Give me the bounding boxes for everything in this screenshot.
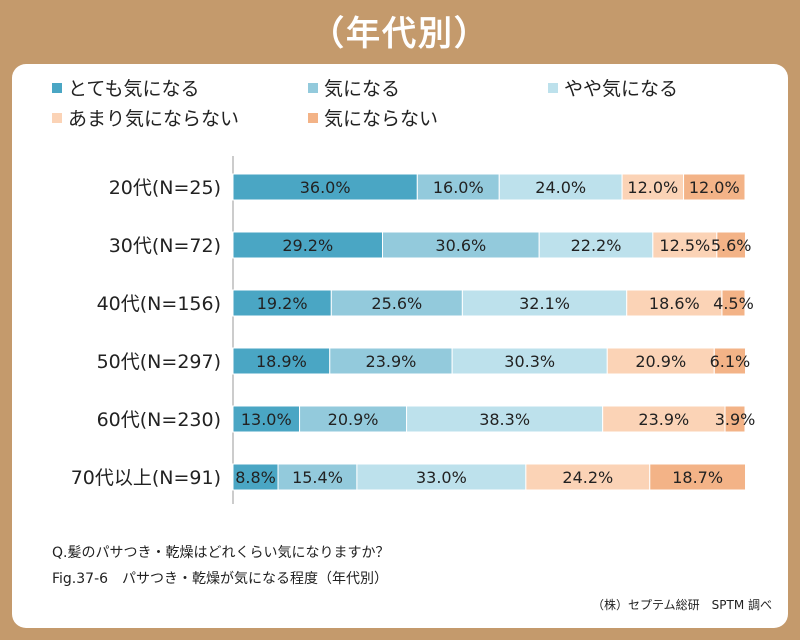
- data-label: 4.5%: [713, 294, 754, 313]
- category-label: 20代(N=25): [109, 177, 221, 199]
- data-label: 29.2%: [282, 236, 333, 255]
- bar-segment: [232, 463, 279, 491]
- data-label: 38.3%: [479, 410, 530, 429]
- legend-label: 気になる: [324, 78, 401, 100]
- bar-chart: 20代(N=25) 36.0% 16.0% 24.0% 12.0% 12.0% 30代(N=…: [71, 156, 756, 504]
- bar-segment: [461, 289, 628, 317]
- bar-segment: [713, 347, 747, 375]
- bar-segment: [406, 405, 604, 433]
- bar-segment: [626, 289, 723, 317]
- bar-segment: [232, 289, 332, 317]
- data-label: 30.3%: [504, 352, 555, 371]
- category-label: 50代(N=297): [97, 351, 221, 373]
- bar-segment: [621, 173, 685, 201]
- category-label: 40代(N=156): [97, 293, 221, 315]
- bar-segment: [382, 231, 540, 259]
- data-label: 12.0%: [627, 178, 678, 197]
- legend-swatch: [308, 82, 318, 93]
- data-label: 13.0%: [241, 410, 292, 429]
- data-label: 12.0%: [689, 178, 740, 197]
- legend-label: とても気になる: [68, 78, 200, 100]
- data-label: 3.9%: [715, 410, 756, 429]
- bar-segment: [356, 463, 527, 491]
- source-note: （株）セプテム総研 SPTM 調べ: [592, 598, 772, 612]
- legend-swatch: [52, 112, 62, 123]
- legend-label: 気にならない: [324, 108, 439, 130]
- data-label: 18.9%: [256, 352, 307, 371]
- bar-segment: [716, 231, 747, 259]
- bar-segment: [724, 405, 746, 433]
- data-label: 18.7%: [672, 468, 723, 487]
- legend-swatch: [52, 82, 62, 93]
- data-label: 25.6%: [371, 294, 422, 313]
- data-label: 8.8%: [235, 468, 276, 487]
- data-label: 12.5%: [659, 236, 710, 255]
- bar-segment: [652, 231, 718, 259]
- data-label: 24.0%: [535, 178, 586, 197]
- chart-title: （年代別）: [310, 14, 490, 54]
- data-label: 6.1%: [710, 352, 751, 371]
- data-label: 23.9%: [638, 410, 689, 429]
- bar-segment: [602, 405, 726, 433]
- data-label: 24.2%: [562, 468, 613, 487]
- bar-segment: [416, 173, 500, 201]
- legend-swatch: [308, 112, 318, 123]
- question-note: Q.髪のパサつき・乾燥はどれくらい気になりますか？: [52, 545, 390, 561]
- bar-segment: [232, 231, 384, 259]
- bar-segment: [649, 463, 747, 491]
- legend-item: 気になる: [308, 74, 400, 101]
- bar-segment: [538, 231, 654, 259]
- bar-segment: [721, 289, 746, 317]
- legend-item: やや気になる: [548, 74, 678, 101]
- data-label: 15.4%: [292, 468, 343, 487]
- data-label: 19.2%: [257, 294, 308, 313]
- legend-label: あまり気にならない: [68, 108, 240, 130]
- legend-item: とても気になる: [52, 74, 199, 101]
- bar-segment: [498, 173, 623, 201]
- data-label: 18.6%: [649, 294, 700, 313]
- legend-item: あまり気にならない: [52, 104, 239, 131]
- data-label: 22.2%: [571, 236, 622, 255]
- data-label: 32.1%: [519, 294, 570, 313]
- bar-segment: [232, 347, 331, 375]
- legend-label: やや気になる: [564, 78, 679, 100]
- category-label: 30代(N=72): [109, 235, 221, 257]
- bar-segment: [329, 347, 453, 375]
- data-label: 5.6%: [711, 236, 752, 255]
- bar-segment: [451, 347, 608, 375]
- data-label: 33.0%: [416, 468, 467, 487]
- data-label: 36.0%: [300, 178, 351, 197]
- bar-segment: [232, 405, 301, 433]
- data-label: 16.0%: [433, 178, 484, 197]
- legend-item: 気にならない: [308, 104, 438, 131]
- data-label: 23.9%: [366, 352, 417, 371]
- data-label: 30.6%: [435, 236, 486, 255]
- chart-panel: とても気になる 気になる やや気になるあまり気にならない 気にならない 20代(N=2…: [12, 64, 788, 628]
- bar-segment: [330, 289, 463, 317]
- bar-segment: [606, 347, 715, 375]
- bar-segment: [299, 405, 408, 433]
- legend-swatch: [548, 82, 558, 93]
- data-label: 20.9%: [328, 410, 379, 429]
- category-label: 60代(N=230): [97, 409, 221, 431]
- data-label: 20.9%: [635, 352, 686, 371]
- bar-segment: [683, 173, 746, 201]
- bar-segment: [232, 173, 418, 201]
- category-label: 70代以上(N=91): [71, 467, 221, 489]
- legend: とても気になる 気になる やや気になるあまり気にならない 気にならない: [12, 64, 788, 130]
- figure-caption: Fig.37-6 パサつき・乾燥が気になる程度（年代別）: [52, 571, 389, 587]
